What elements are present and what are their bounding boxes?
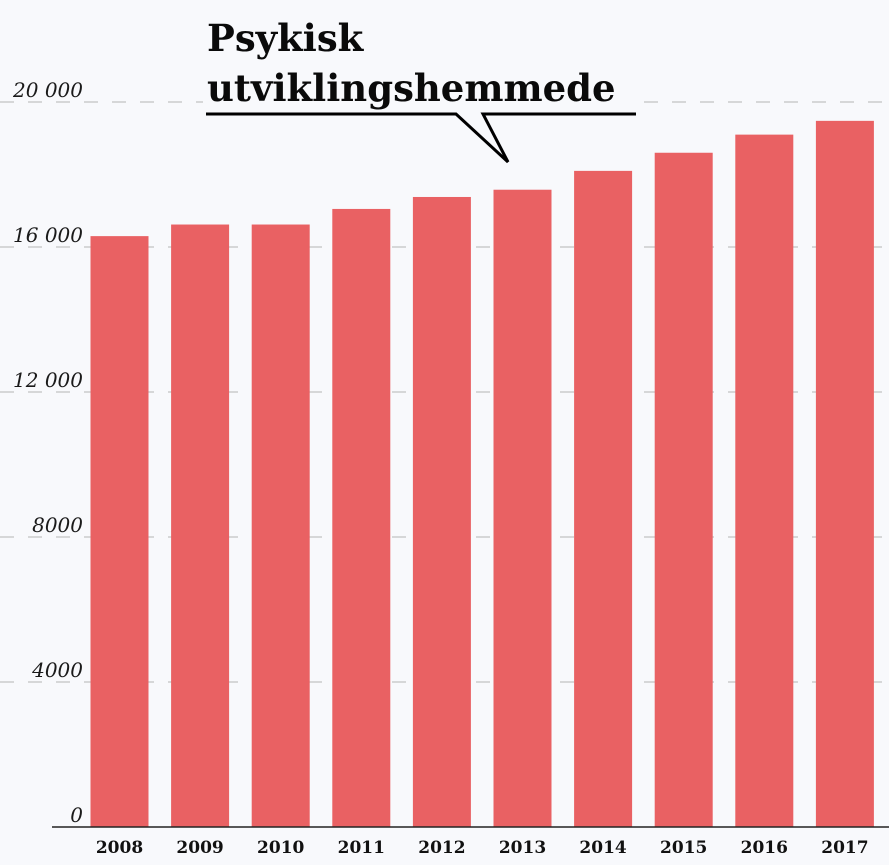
bar-2016 — [735, 134, 794, 827]
y-tick-label: 12 000 — [13, 368, 83, 392]
x-tick-label: 2009 — [176, 838, 223, 858]
y-tick-label: 0 — [70, 803, 83, 827]
x-tick-label: 2016 — [741, 838, 788, 858]
bar-2017 — [815, 120, 874, 828]
x-tick-label: 2008 — [96, 838, 143, 858]
bar-2015 — [654, 152, 713, 827]
callout-line-2: utviklingshemmede — [207, 66, 616, 110]
callout-line-1: Psykisk — [207, 16, 365, 60]
bar-2014 — [574, 170, 633, 827]
y-axis-tick-labels: 0 4000 8000 12 000 16 000 20 000 — [12, 78, 83, 827]
x-tick-label: 2011 — [338, 838, 385, 858]
y-tick-label: 20 000 — [12, 78, 83, 102]
bars — [90, 120, 874, 828]
bar-2011 — [332, 208, 391, 827]
x-tick-label: 2010 — [257, 838, 304, 858]
annotation-callout: Psykisk utviklingshemmede — [203, 16, 641, 164]
x-axis-tick-labels: 2008 2009 2010 2011 2012 2013 2014 2015 2016 2017 — [96, 838, 869, 858]
x-tick-label: 2012 — [418, 838, 465, 858]
bar-2012 — [412, 196, 471, 828]
y-tick-label: 4000 — [31, 658, 83, 682]
x-tick-label: 2015 — [660, 838, 707, 858]
bar-2010 — [251, 224, 310, 827]
y-tick-label: 16 000 — [13, 223, 83, 247]
x-tick-label: 2013 — [499, 838, 546, 858]
bar-2008 — [90, 236, 149, 827]
callout-pointer — [206, 112, 636, 164]
callout-background — [203, 18, 641, 114]
x-tick-label: 2014 — [579, 838, 626, 858]
bar-2009 — [171, 224, 230, 827]
y-tick-label: 8000 — [32, 513, 83, 537]
x-tick-label: 2017 — [821, 838, 868, 858]
bar-2013 — [493, 189, 552, 828]
